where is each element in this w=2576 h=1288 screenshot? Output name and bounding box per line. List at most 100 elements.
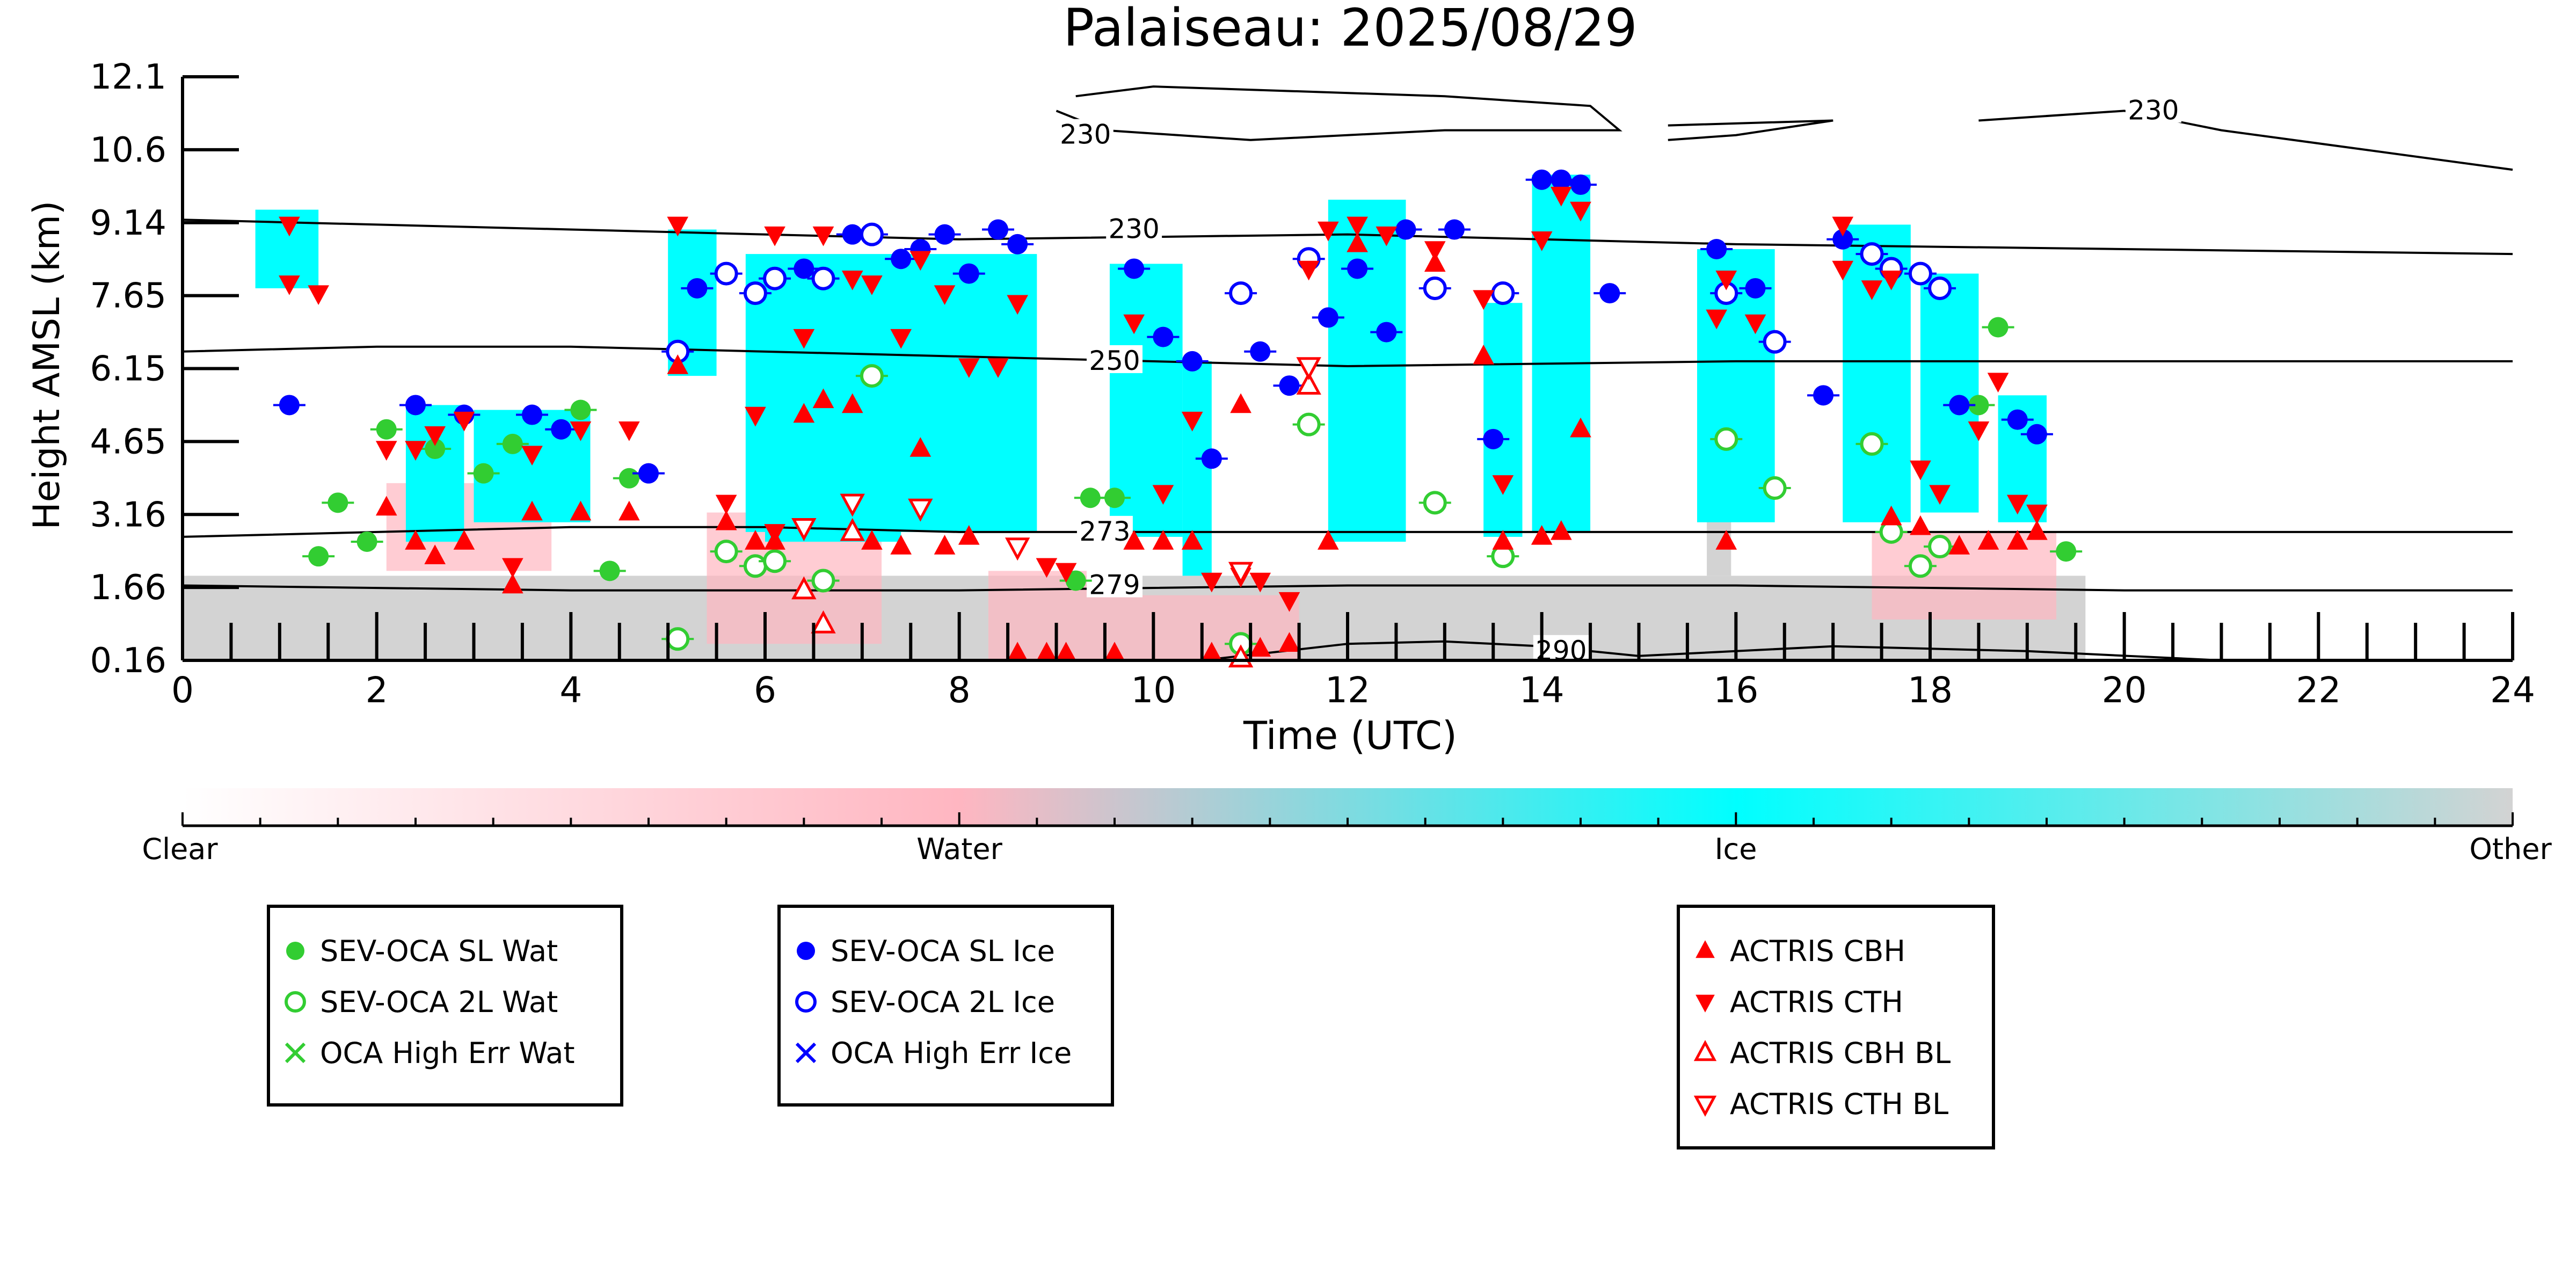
actris-cth-point (1531, 231, 1553, 251)
contour-label: 230 (2128, 94, 2179, 126)
legend-marker (797, 942, 815, 960)
y-axis-label: Height AMSL (km) (26, 201, 68, 530)
sev-oca-2l-ice-point (1491, 281, 1515, 305)
contour-label: 230 (1060, 119, 1111, 150)
actris-cbh-point (2026, 520, 2048, 540)
legend-marker (285, 991, 306, 1013)
y-tick-label: 7.65 (90, 276, 167, 316)
actris-cbh-point (1249, 637, 1271, 657)
sev-oca-sl-ice-point (638, 463, 659, 484)
sev-oca-sl-ice-point (1813, 385, 1834, 406)
sev-oca-sl-ice-point (958, 263, 979, 284)
x-tick-label: 8 (948, 670, 971, 711)
y-tick-label: 6.15 (90, 350, 167, 389)
actris-cth-point (1715, 270, 1737, 290)
x-axis-label: Time (UTC) (1243, 713, 1457, 758)
actris-cbh-bl-point (811, 610, 836, 634)
sev-oca-sl-wat-point (1065, 570, 1086, 591)
colorbar-label-ice: Ice (1715, 832, 1757, 866)
sev-oca-2l-wat-point (763, 549, 787, 573)
legend-label: SEV-OCA SL Ice (831, 934, 1055, 968)
actris-cbh-point (1278, 632, 1300, 652)
sev-oca-sl-ice-point (988, 219, 1008, 240)
actris-cth-point (764, 226, 785, 246)
sev-oca-sl-ice-point (1347, 258, 1368, 279)
actris-cth-point (618, 421, 640, 441)
actris-cbh-point (1424, 252, 1446, 272)
x-tick-label: 24 (2490, 670, 2535, 711)
contour-label-bg (1087, 569, 1143, 598)
legend-box (1677, 905, 1995, 1149)
actris-cth-point (1424, 241, 1446, 261)
legend-label: SEV-OCA 2L Ice (831, 985, 1055, 1019)
actris-cth-point (1278, 592, 1300, 612)
actris-cth-point (1181, 411, 1203, 432)
actris-cth-point (375, 441, 397, 461)
legends: SEV-OCA SL Wat SEV-OCA 2L Wat OCA High Err… (267, 905, 1995, 1149)
colorbar-label-clear: Clear (142, 832, 218, 866)
x-tick-label: 2 (366, 670, 388, 711)
water-class-region (1115, 595, 1299, 660)
actris-cth-point (987, 358, 1009, 378)
x-tick-label: 18 (1908, 670, 1953, 711)
actris-cth-point (1473, 290, 1495, 310)
actris-cbh-point (1948, 535, 1970, 555)
actris-cth-point (841, 270, 863, 290)
actris-cth-point (1123, 314, 1145, 334)
actris-cth-point (1055, 563, 1077, 583)
actris-cbh-point (570, 500, 592, 521)
actris-cth-point (715, 494, 737, 515)
legend-label: OCA High Err Wat (320, 1036, 575, 1070)
actris-cth-point (667, 216, 689, 237)
actris-cbh-point (1550, 520, 1572, 540)
actris-cth-point (1706, 309, 1728, 330)
actris-cth-point (1968, 421, 1990, 441)
sev-oca-sl-ice-point (1201, 448, 1222, 469)
contour-label: 250 (1089, 345, 1140, 376)
actris-cth-bl-point (791, 518, 817, 541)
sev-oca-sl-wat-point (599, 561, 620, 581)
actris-cth-bl-point (1296, 357, 1321, 381)
actris-cth-point (1152, 485, 1174, 505)
sev-oca-2l-ice-point (811, 266, 835, 290)
classification-colorbar: Clear Water Ice Other (142, 788, 2552, 866)
actris-cth-point (501, 558, 523, 578)
actris-cbh-point (618, 500, 640, 521)
sev-oca-sl-ice-point (1250, 341, 1271, 362)
actris-cth-point (1347, 216, 1368, 237)
actris-cth-point (405, 441, 426, 461)
sev-oca-sl-wat-point (1988, 317, 2009, 338)
x-tick-label: 10 (1131, 670, 1176, 711)
contour-line (1056, 85, 1622, 141)
legend-box (267, 905, 623, 1107)
sev-oca-2l-wat-point (1908, 554, 1932, 578)
actris-cth-point (1929, 485, 1951, 505)
y-tick-label: 4.65 (90, 422, 167, 462)
sev-oca-2l-wat-point (1860, 432, 1884, 456)
actris-cbh-point (424, 544, 446, 564)
actris-cth-point (1317, 221, 1339, 242)
actris-cth-point (1744, 314, 1766, 334)
actris-cbh-point (1570, 417, 1591, 438)
actris-cth-bl-point (840, 493, 865, 517)
x-tick-label: 14 (1519, 670, 1564, 711)
sev-oca-sl-wat-point (502, 433, 523, 454)
legend-label: ACTRIS CTH (1730, 985, 1903, 1019)
x-tick-label: 6 (754, 670, 776, 711)
sev-oca-sl-ice-point (1745, 278, 1766, 299)
sev-oca-sl-wat-point (570, 399, 591, 420)
sev-oca-sl-ice-point (1279, 375, 1300, 396)
y-tick-label: 0.16 (90, 641, 167, 681)
actris-cbh-point (890, 535, 912, 555)
x-tick-label: 22 (2296, 670, 2341, 711)
actris-cth-point (1550, 186, 1572, 207)
actris-cth-point (1298, 260, 1320, 281)
sev-oca-sl-wat-point (1968, 395, 1989, 416)
sev-oca-2l-ice-point (1423, 276, 1447, 300)
contour-label: 273 (1079, 516, 1130, 547)
actris-cbh-point (1492, 530, 1514, 550)
contour-line (1978, 110, 2513, 171)
sev-oca-2l-ice-point (763, 266, 787, 290)
sev-oca-sl-wat-point (328, 492, 348, 513)
sev-oca-2l-ice-point (1229, 281, 1253, 305)
